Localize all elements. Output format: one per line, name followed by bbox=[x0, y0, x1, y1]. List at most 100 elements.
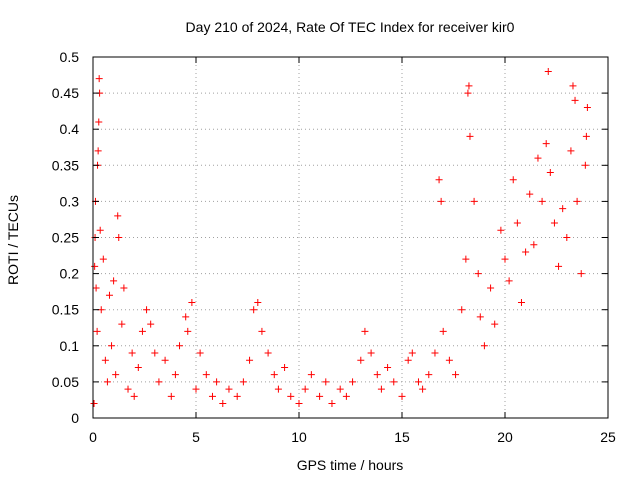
data-point bbox=[555, 262, 563, 270]
y-tick-label: 0.45 bbox=[52, 85, 79, 101]
data-point bbox=[92, 284, 100, 292]
data-point bbox=[542, 140, 550, 148]
data-point bbox=[167, 392, 175, 400]
data-point bbox=[115, 234, 123, 241]
data-point bbox=[151, 349, 159, 357]
data-point bbox=[445, 356, 453, 364]
data-point bbox=[233, 392, 241, 400]
data-point bbox=[439, 327, 447, 335]
data-point bbox=[414, 378, 422, 386]
data-point bbox=[550, 219, 558, 227]
data-point bbox=[465, 82, 473, 90]
data-point bbox=[239, 378, 247, 386]
data-point bbox=[274, 385, 282, 393]
data-point bbox=[349, 378, 357, 386]
data-point bbox=[105, 291, 113, 299]
data-point bbox=[573, 197, 581, 205]
data-point bbox=[264, 349, 272, 357]
data-point bbox=[398, 392, 406, 400]
chart-title: Day 210 of 2024, Rate Of TEC Index for r… bbox=[186, 19, 515, 35]
data-point bbox=[94, 147, 102, 155]
data-point bbox=[196, 349, 204, 357]
data-point bbox=[213, 378, 221, 386]
data-point bbox=[128, 349, 136, 357]
data-point bbox=[336, 385, 344, 393]
data-point bbox=[112, 371, 120, 379]
data-point bbox=[161, 356, 169, 364]
data-point bbox=[95, 75, 103, 83]
data-point bbox=[462, 255, 470, 263]
data-point bbox=[367, 349, 375, 357]
data-point bbox=[361, 327, 369, 335]
data-point bbox=[134, 363, 142, 371]
y-tick-label: 0.1 bbox=[60, 338, 80, 354]
y-tick-label: 0.15 bbox=[52, 302, 79, 318]
x-tick-label: 20 bbox=[497, 429, 513, 445]
data-point bbox=[546, 169, 554, 177]
data-point bbox=[497, 226, 505, 234]
data-point bbox=[270, 371, 278, 379]
data-point bbox=[559, 205, 567, 213]
x-tick-label: 10 bbox=[291, 429, 307, 445]
y-tick-label: 0 bbox=[71, 410, 79, 426]
data-point bbox=[567, 147, 575, 155]
data-point bbox=[120, 284, 128, 292]
plot-frame bbox=[92, 56, 609, 419]
data-point bbox=[118, 320, 126, 328]
data-point bbox=[480, 342, 488, 350]
data-point bbox=[513, 219, 521, 227]
data-point bbox=[114, 212, 122, 220]
data-point bbox=[295, 400, 303, 408]
y-tick-label: 0.2 bbox=[60, 266, 80, 282]
data-point bbox=[582, 132, 590, 140]
data-point bbox=[138, 327, 146, 335]
data-point bbox=[250, 306, 258, 314]
data-point bbox=[390, 378, 398, 386]
data-point bbox=[328, 400, 336, 408]
data-point bbox=[342, 392, 350, 400]
data-point bbox=[130, 392, 138, 400]
x-tick-label: 5 bbox=[192, 429, 200, 445]
axis-ticks: 0 5 10 15 20 25 0 0.05 0.1 0.15 0.2 0.25 0.3 0.35 0.4 0… bbox=[52, 49, 616, 445]
data-point bbox=[110, 277, 118, 285]
data-point bbox=[208, 392, 216, 400]
data-point bbox=[147, 320, 155, 328]
data-point bbox=[464, 89, 472, 97]
data-point bbox=[458, 306, 466, 314]
data-point bbox=[91, 262, 99, 270]
data-point bbox=[544, 67, 552, 75]
data-point bbox=[246, 356, 254, 364]
data-point bbox=[103, 378, 111, 386]
data-point bbox=[99, 255, 107, 263]
data-point bbox=[182, 313, 190, 321]
data-point bbox=[581, 161, 589, 169]
data-point bbox=[577, 270, 585, 278]
data-point bbox=[437, 197, 445, 205]
y-tick-label: 0.4 bbox=[60, 121, 80, 137]
y-axis-title: ROTI / TECUs bbox=[5, 195, 21, 285]
x-axis-title: GPS time / hours bbox=[297, 457, 404, 473]
data-point bbox=[202, 371, 210, 379]
data-point bbox=[466, 132, 474, 140]
data-point bbox=[93, 327, 101, 335]
data-point bbox=[192, 385, 200, 393]
data-point bbox=[491, 320, 499, 328]
data-point bbox=[470, 197, 478, 205]
data-point bbox=[219, 400, 227, 408]
data-point bbox=[96, 226, 104, 234]
data-point bbox=[530, 241, 538, 249]
data-point bbox=[487, 284, 495, 292]
data-point bbox=[287, 392, 295, 400]
data-point bbox=[281, 363, 289, 371]
data-point bbox=[384, 363, 392, 371]
data-point bbox=[124, 385, 132, 393]
data-point bbox=[188, 298, 196, 306]
data-point bbox=[90, 400, 98, 408]
data-point bbox=[301, 385, 309, 393]
data-point bbox=[431, 349, 439, 357]
x-tick-label: 15 bbox=[394, 429, 410, 445]
data-point bbox=[316, 392, 324, 400]
y-tick-label: 0.5 bbox=[60, 49, 80, 65]
data-point bbox=[583, 104, 591, 112]
